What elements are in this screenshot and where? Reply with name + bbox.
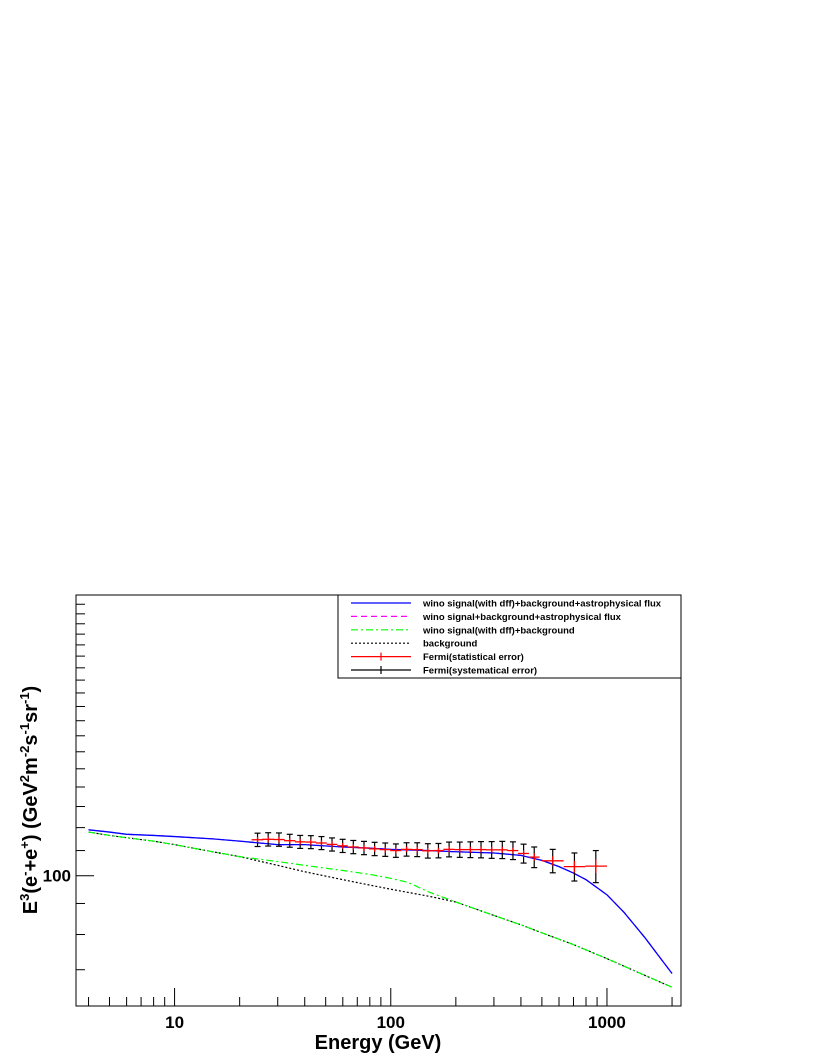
x-axis-ticks xyxy=(88,988,673,1006)
curve-solid xyxy=(88,829,673,974)
curve-dashed xyxy=(88,829,673,974)
x-axis-title: Energy (GeV) xyxy=(315,1032,442,1054)
x-tick-label: 1000 xyxy=(588,1013,626,1032)
legend-label: wino signal(with dff)+background+astroph… xyxy=(422,599,662,610)
y-axis-ticks xyxy=(76,603,94,971)
data-points xyxy=(251,832,607,884)
legend-label: Fermi(statistical error) xyxy=(423,652,524,663)
x-tick-label: 100 xyxy=(377,1013,405,1032)
y-axis-title: E3(e-+e+) (GeV2m-2s-1sr-1) xyxy=(17,686,42,914)
x-axis-tick-labels: 10 100 1000 xyxy=(165,1013,626,1032)
curve-dotted xyxy=(88,831,673,988)
y-axis-tick-labels: 100 xyxy=(43,867,71,886)
legend-label: wino signal+background+astrophysical flu… xyxy=(422,612,622,623)
legend-label: Fermi(systematical error) xyxy=(423,666,537,677)
y-tick-label: 100 xyxy=(43,867,71,886)
curve-dashdot xyxy=(88,831,673,988)
legend-box xyxy=(337,594,682,679)
curves xyxy=(88,829,673,988)
legend-label: wino signal(with dff)+background xyxy=(422,625,575,636)
x-tick-label: 10 xyxy=(165,1013,184,1032)
legend: wino signal(with dff)+background+astroph… xyxy=(337,594,682,679)
legend-label: background xyxy=(423,639,478,650)
